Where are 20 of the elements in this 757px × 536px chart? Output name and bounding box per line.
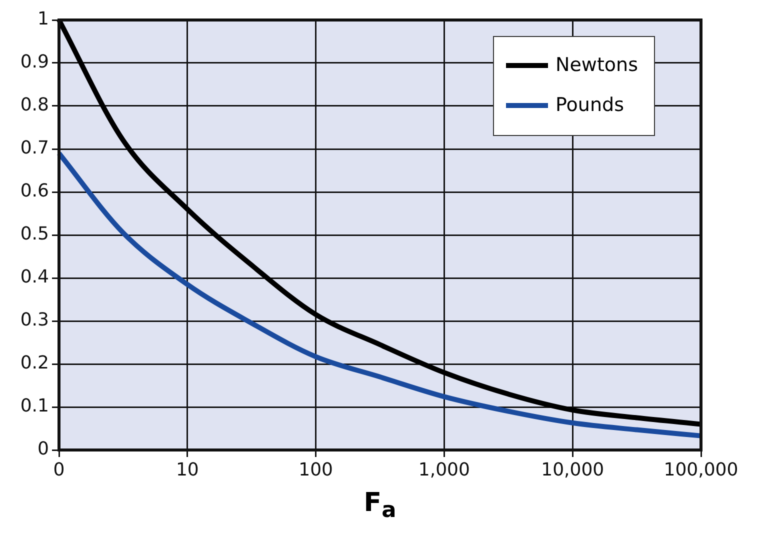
x-tick-label: 10 (176, 459, 199, 480)
x-axis-title: F$_{a}$ (362, 488, 398, 524)
y-tick-label: 0.3 (20, 310, 49, 331)
y-tick-label: 0.1 (20, 396, 49, 417)
legend-label: Newtons (556, 54, 638, 76)
y-tick-label: 0.9 (20, 52, 49, 73)
y-tick-label: 0.4 (20, 266, 49, 288)
y-tick-label: 0.2 (20, 352, 49, 374)
y-tick-label: 0.5 (20, 224, 49, 245)
x-tick-label: 100 (298, 459, 333, 480)
y-tick-label: 0.6 (20, 180, 49, 202)
legend-label: Pounds (556, 94, 624, 116)
y-tick-label: 0.8 (20, 94, 49, 116)
y-tick-label: 1 (38, 8, 49, 30)
y-tick-label: 0 (38, 438, 49, 460)
x-tick-label: 10,000 (541, 459, 604, 480)
x-tick-label: 1,000 (418, 459, 470, 480)
y-tick-label: 0.7 (20, 138, 49, 159)
x-tick-label: 0 (53, 459, 65, 480)
x-tick-label: 100,000 (664, 459, 738, 480)
